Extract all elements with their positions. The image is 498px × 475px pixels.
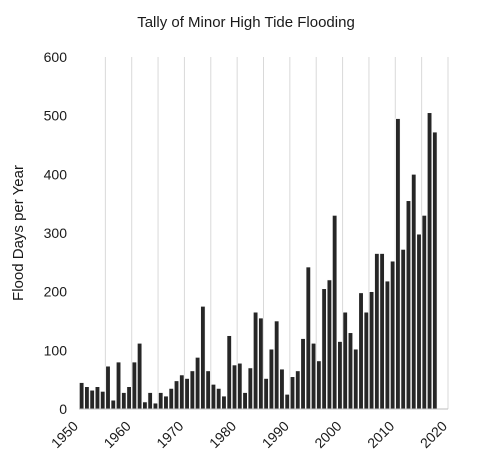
x-tick-labels: 1950 1960 1970 1980 1990 2000 2010 2020 bbox=[48, 418, 450, 451]
bar-1950 bbox=[79, 382, 85, 410]
bar-2016 bbox=[427, 112, 433, 410]
bar-1984 bbox=[258, 317, 264, 410]
gridlines bbox=[104, 57, 449, 409]
bar-2000 bbox=[342, 311, 348, 410]
x-tick-1950: 1950 bbox=[48, 418, 81, 451]
x-tick-2010: 2010 bbox=[364, 418, 397, 451]
bar-1953 bbox=[94, 386, 100, 410]
bar-1962 bbox=[142, 401, 148, 410]
x-tick-1990: 1990 bbox=[259, 418, 292, 451]
y-tick-600: 600 bbox=[44, 49, 68, 65]
bar-2011 bbox=[400, 249, 406, 410]
x-tick-1970: 1970 bbox=[153, 418, 186, 451]
bar-2014 bbox=[416, 233, 422, 410]
bar-2007 bbox=[379, 253, 385, 410]
bar-1960 bbox=[131, 361, 137, 410]
y-tick-0: 0 bbox=[59, 401, 67, 417]
bar-1955 bbox=[105, 365, 111, 410]
bar-1954 bbox=[100, 391, 106, 410]
y-tick-200: 200 bbox=[44, 284, 68, 300]
bar-1978 bbox=[226, 335, 232, 410]
y-tick-100: 100 bbox=[44, 342, 68, 358]
bars bbox=[79, 112, 438, 410]
bar-2013 bbox=[411, 174, 417, 410]
y-tick-labels: 0 100 200 300 400 500 600 bbox=[44, 49, 68, 417]
bar-2002 bbox=[353, 348, 359, 410]
bar-1986 bbox=[268, 348, 274, 410]
bar-1974 bbox=[205, 370, 211, 410]
bar-1968 bbox=[173, 380, 180, 410]
bar-2009 bbox=[390, 260, 396, 410]
bar-1977 bbox=[221, 395, 227, 410]
y-axis-label: Flood Days per Year bbox=[10, 165, 27, 301]
bar-1997 bbox=[326, 279, 332, 410]
bar-1990 bbox=[289, 376, 296, 410]
x-tick-1960: 1960 bbox=[100, 418, 133, 451]
bar-1995 bbox=[316, 360, 322, 410]
bar-1951 bbox=[84, 386, 90, 410]
chart-title: Tally of Minor High Tide Flooding bbox=[137, 14, 355, 31]
bar-1998 bbox=[332, 215, 338, 410]
bar-1992 bbox=[300, 338, 306, 410]
bar-1973 bbox=[200, 306, 206, 410]
bar-1980 bbox=[237, 362, 243, 410]
bar-1970 bbox=[184, 378, 190, 410]
bar-1987 bbox=[274, 320, 280, 410]
bar-2015 bbox=[421, 215, 427, 410]
bar-1993 bbox=[305, 266, 311, 410]
bar-1972 bbox=[195, 357, 201, 410]
bar-2010 bbox=[395, 118, 401, 410]
bar-1983 bbox=[253, 311, 259, 410]
x-tick-2000: 2000 bbox=[311, 418, 344, 451]
bar-1989 bbox=[284, 394, 290, 410]
bar-1952 bbox=[89, 389, 95, 410]
bar-1967 bbox=[168, 388, 174, 410]
bar-2008 bbox=[384, 280, 390, 410]
bar-1985 bbox=[263, 378, 269, 410]
bar-1966 bbox=[163, 395, 169, 410]
bar-1975 bbox=[210, 384, 216, 410]
bar-1976 bbox=[216, 388, 222, 410]
y-tick-300: 300 bbox=[44, 225, 68, 241]
bar-1963 bbox=[147, 392, 153, 410]
bar-1958 bbox=[121, 392, 127, 410]
y-tick-400: 400 bbox=[44, 166, 68, 182]
bar-1971 bbox=[189, 370, 195, 410]
bar-1964 bbox=[152, 402, 158, 410]
bar-2012 bbox=[405, 200, 412, 410]
bar-2005 bbox=[369, 291, 375, 410]
bar-1969 bbox=[179, 374, 185, 410]
bar-1994 bbox=[311, 342, 317, 410]
bar-1988 bbox=[279, 368, 285, 410]
bar-1999 bbox=[337, 341, 343, 410]
bar-1961 bbox=[137, 342, 143, 410]
bar-1982 bbox=[247, 367, 253, 410]
bar-2017 bbox=[432, 131, 438, 410]
bar-1979 bbox=[231, 364, 238, 410]
bar-2003 bbox=[358, 292, 364, 410]
bar-2004 bbox=[363, 311, 369, 410]
bar-1957 bbox=[116, 361, 122, 410]
bar-1991 bbox=[295, 370, 301, 410]
x-tick-2020: 2020 bbox=[417, 418, 450, 451]
x-tick-1980: 1980 bbox=[206, 418, 239, 451]
bar-1956 bbox=[110, 399, 116, 410]
bar-1996 bbox=[321, 288, 327, 410]
bar-2001 bbox=[347, 332, 354, 410]
y-tick-500: 500 bbox=[44, 108, 68, 124]
bar-1959 bbox=[126, 386, 132, 410]
bar-1965 bbox=[158, 392, 164, 410]
bar-1981 bbox=[242, 392, 248, 410]
bar-2006 bbox=[374, 253, 380, 410]
